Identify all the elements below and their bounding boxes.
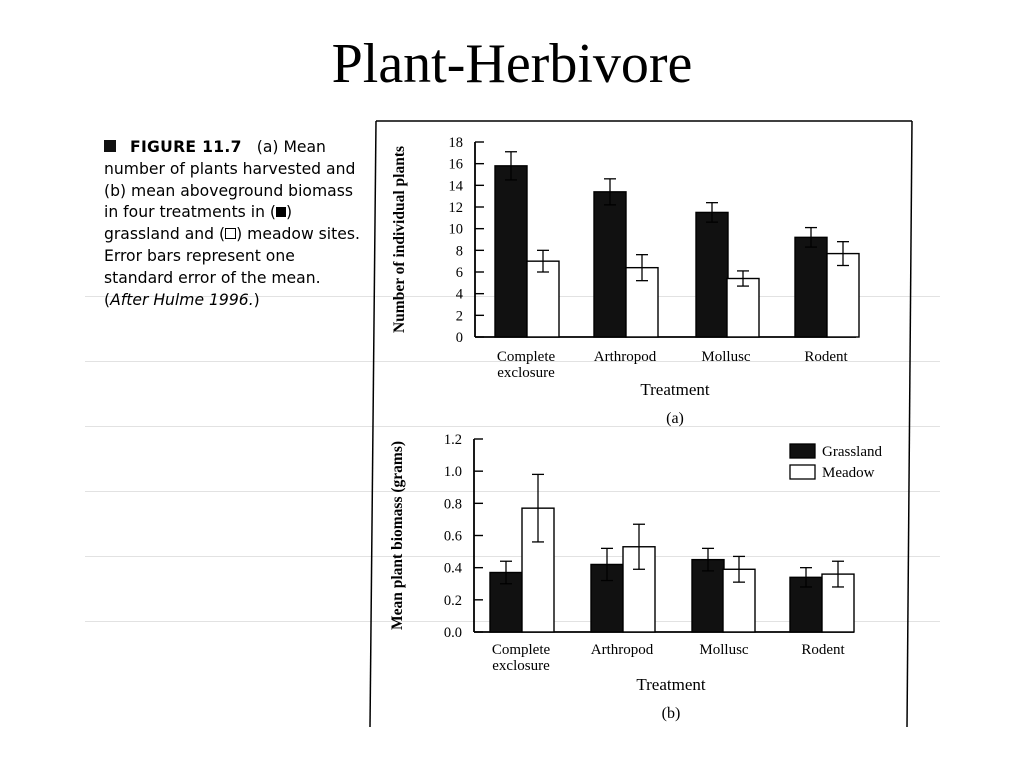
x-tick-label: Arthropod: [591, 642, 654, 658]
y-tick-label: 2: [456, 308, 463, 324]
bar-grassland: [494, 165, 528, 338]
caption-square-icon: [104, 140, 116, 152]
figure-frame: 024681012141618CompleteexclosureArthropo…: [369, 120, 913, 728]
grassland-symbol-icon: [276, 207, 287, 218]
y-tick-label: 12: [449, 200, 464, 216]
y-tick-label: 0.6: [444, 529, 462, 545]
bar-grassland: [695, 211, 729, 338]
caption-close: ): [253, 290, 260, 309]
x-tick-label: Mollusc: [699, 642, 749, 658]
figure-label: FIGURE 11.7: [130, 138, 242, 156]
slide-rule: [85, 426, 940, 427]
frame-right-edge: [906, 120, 913, 728]
x-tick-label: exclosure: [492, 658, 550, 674]
caption-text-meadow: ) meadow sites. Error bars represent one…: [104, 225, 360, 309]
x-tick-label: Rodent: [804, 349, 848, 365]
y-tick-label: 18: [449, 135, 464, 151]
bar-grassland: [794, 236, 828, 338]
part-b-tag: (b): [104, 181, 127, 200]
x-axis-label: Treatment: [640, 380, 710, 399]
slide-rule: [85, 556, 940, 557]
y-tick-label: 1.2: [444, 432, 462, 448]
legend-swatch-grassland: [789, 443, 816, 459]
panel-label: (b): [662, 705, 681, 722]
frame-left-edge: [369, 120, 377, 728]
y-axis-label: Number of individual plants: [391, 146, 408, 333]
y-tick-label: 16: [449, 157, 464, 173]
panel-label: (a): [666, 410, 684, 427]
y-tick-label: 6: [456, 265, 463, 281]
bar-meadow: [726, 277, 760, 338]
caption-text-b: mean aboveground biomass in four treatme…: [104, 181, 353, 222]
x-tick-label: exclosure: [497, 365, 555, 381]
y-tick-label: 0.2: [444, 593, 462, 609]
meadow-symbol-icon: [225, 228, 237, 240]
legend-label: Meadow: [822, 465, 875, 481]
x-tick-label: Mollusc: [701, 349, 751, 365]
bar-grassland: [593, 191, 627, 338]
figure-caption: FIGURE 11.7 (a) Mean number of plants ha…: [104, 137, 366, 311]
y-tick-label: 4: [456, 287, 464, 303]
caption-source: After Hulme 1996.: [110, 290, 254, 309]
x-tick-label: Complete: [492, 642, 551, 658]
x-tick-label: Complete: [497, 349, 556, 365]
x-tick-label: Rodent: [801, 642, 845, 658]
caption-text-a: Mean number of plants harvested and: [104, 138, 356, 178]
x-tick-label: Arthropod: [594, 349, 657, 365]
caption-text-grassland: ) grassland and (: [104, 203, 293, 244]
y-tick-label: 14: [449, 178, 464, 194]
bar-meadow: [826, 252, 860, 338]
y-tick-label: 0: [456, 330, 463, 346]
legend-swatch-meadow: [789, 464, 816, 480]
legend-label: Grassland: [822, 444, 882, 460]
slide-rule: [85, 491, 940, 492]
y-tick-label: 0.8: [444, 496, 462, 512]
slide-title: Plant-Herbivore: [331, 33, 693, 95]
slide-rule: [85, 361, 940, 362]
y-tick-label: 1.0: [444, 464, 462, 480]
bar-meadow: [526, 260, 560, 338]
part-a-tag: (a): [256, 138, 279, 156]
y-tick-label: 0.0: [444, 625, 462, 641]
y-tick-label: 8: [456, 243, 463, 259]
y-tick-label: 0.4: [444, 561, 463, 577]
x-axis-label: Treatment: [636, 675, 706, 694]
y-tick-label: 10: [449, 222, 464, 238]
y-axis-label: Mean plant biomass (grams): [389, 441, 406, 630]
